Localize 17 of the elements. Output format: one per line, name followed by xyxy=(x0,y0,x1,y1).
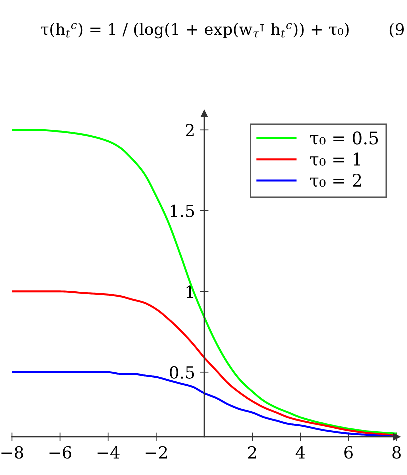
x-tick-label: 8 xyxy=(392,446,402,459)
y-tick-label: 2 xyxy=(186,124,194,136)
legend-label: τ₀ = 0.5 xyxy=(310,132,378,145)
legend-label: τ₀ = 1 xyxy=(310,152,360,166)
x-tick-label: −6 xyxy=(50,446,72,459)
chart-title: τ(h$_{t}$$^{c}$) = 1 / (log(1 + exp(w$_{τ}$$^{⊺}$ h$_{t}$$^{c}$)) + τ₀) xyxy=(41,22,349,39)
y-tick-label: 1 xyxy=(186,286,194,298)
x-tick-label: −8 xyxy=(2,446,24,459)
y-tick-label: 0.5 xyxy=(170,366,194,379)
x-tick-label: −2 xyxy=(146,446,168,459)
text: (9 xyxy=(390,23,404,38)
legend-label: τ₀ = 2 xyxy=(310,174,362,188)
x-tick-label: 4 xyxy=(296,446,306,459)
x-tick-label: −4 xyxy=(98,446,120,459)
x-tick-label: 2 xyxy=(248,446,256,459)
x-tick-label: 6 xyxy=(344,446,353,459)
y-tick-label: 1.5 xyxy=(171,204,194,218)
